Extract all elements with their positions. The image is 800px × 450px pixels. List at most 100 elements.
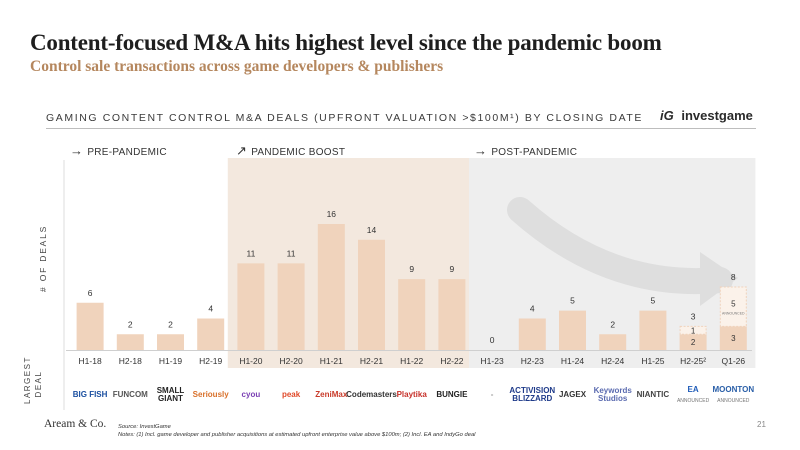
period-label-boost: ↗ PANDEMIC BOOST [236,143,346,158]
deal-logo: BUNGIE [432,382,472,408]
tick-label: H2-22 [440,356,463,366]
deal-logo-text: - [490,390,494,399]
bar [559,310,586,350]
arrow-right-icon: → [70,143,84,158]
notes-text: Notes: (1) Incl. game developer and publ… [118,432,476,438]
segment-label: 5 [731,300,736,309]
tick-label: H2-19 [199,356,222,366]
deal-logo-text: JAGEX [558,390,587,399]
bar [116,334,144,350]
data-label: 0 [490,335,495,345]
data-label: 9 [450,264,455,274]
arrow-up-right-icon: ↗ [236,143,248,158]
deal-logo-text: EA [687,384,699,394]
tick-label: H2-20 [280,356,303,366]
deal-logo-text: NIANTIC [636,390,670,399]
decorative-arrow-icon [507,197,733,295]
tick-label: H2-23 [521,356,544,366]
source-notes: Source: InvestGame Notes: (1) Incl. game… [118,423,475,439]
tick-label: H1-20 [239,356,262,366]
deal-logo-text: Codemasters [346,390,397,399]
tick-label: H1-25 [641,356,664,366]
deal-logo: Seriously [191,382,231,408]
bar [197,318,225,350]
data-label: 2 [128,319,133,329]
period-label-post: → POST-PANDEMIC [474,143,578,158]
page-title: Content-focused M&A hits highest level s… [30,30,662,55]
deal-logo: EA ANNOUNCED [673,382,713,408]
deal-logo: Keywords Studios [593,382,633,408]
deal-logo-text: ZeniMax [315,390,348,399]
bar [76,302,104,350]
data-label: 2 [168,319,173,329]
deal-logo: FUNCOM [110,382,150,408]
deal-logo: Playtika [392,382,432,408]
segment-label: 3 [731,334,736,343]
page-number: 21 [757,420,766,429]
data-label: 8 [731,272,736,282]
deal-logo-text: MOONTON [712,384,755,394]
header-divider [46,128,756,129]
tick-label: H2-21 [360,356,383,366]
tick-label: H1-18 [79,356,102,366]
tick-label: H1-21 [320,356,343,366]
data-label: 9 [409,264,414,274]
tick-label: H2-24 [601,356,624,366]
deal-logo-text: Playtika [396,390,427,399]
deal-logo: - [472,382,512,408]
data-label: 2 [610,319,615,329]
bar [398,279,426,350]
data-label: 11 [246,248,255,258]
bar-announced [679,325,707,335]
data-label: 5 [651,296,656,306]
investgame-name: investgame [681,108,753,123]
tick-label: H1-22 [400,356,423,366]
bar [317,224,345,350]
deal-logo-text: BIG FISH [72,390,108,399]
deal-announced-label: ANNOUNCED [676,397,710,404]
deal-logo: cyou [231,382,271,408]
tick-label: H2-18 [119,356,142,366]
arrow-right-icon: → [474,143,488,158]
deal-logo-text: FUNCOM [112,390,148,399]
segment-label: 1 [691,326,696,335]
deal-logo: NIANTIC [633,382,673,408]
tick-label: H1-19 [159,356,182,366]
deal-logo-text: SMALL GIANT [156,386,185,403]
deal-logo-text: BUNGIE [436,390,468,399]
deal-logo: Codemasters [346,382,397,408]
deal-logo: BIG FISH [70,382,110,408]
bar [599,334,627,350]
segment-label: 2 [691,338,696,347]
deal-logo-text: Seriously [192,390,229,399]
bar [277,263,305,350]
data-label: 14 [367,225,377,235]
chart-header: GAMING CONTENT CONTROL M&A DEALS (UPFRON… [46,112,644,124]
page-subtitle: Control sale transactions across game de… [30,58,444,75]
data-label: 4 [530,304,535,314]
tick-label: H2-25² [680,356,706,366]
bar [518,318,546,350]
bar [438,279,466,350]
deal-logo: MOONTON ANNOUNCED [712,382,755,408]
y-axis-label: # OF DEALS [38,224,48,292]
bar-completed [679,334,707,350]
source-text: Source: InvestGame [118,424,171,430]
decorative-arrow-head-icon [700,252,738,306]
bar-announced [719,286,747,327]
announced-label: ANNOUNCED [722,312,745,316]
investgame-logo: iG investgame [660,108,753,123]
deal-logo: SMALL GIANT [151,382,191,408]
deal-logo: peak [271,382,311,408]
deal-logo-text: ACTIVISION BLIZZARD [509,386,556,403]
deal-announced-label: ANNOUNCED [717,397,750,404]
period-label-pre: → PRE-PANDEMIC [70,143,167,158]
deal-logo-text: peak [281,390,301,399]
bar [358,239,385,350]
data-label: 16 [327,209,337,219]
tick-label: Q1-26 [721,356,745,366]
deal-logo-text: Keywords Studios [593,386,632,403]
investgame-mark: iG [660,108,674,123]
aream-logo: Aream & Co. [44,418,107,430]
